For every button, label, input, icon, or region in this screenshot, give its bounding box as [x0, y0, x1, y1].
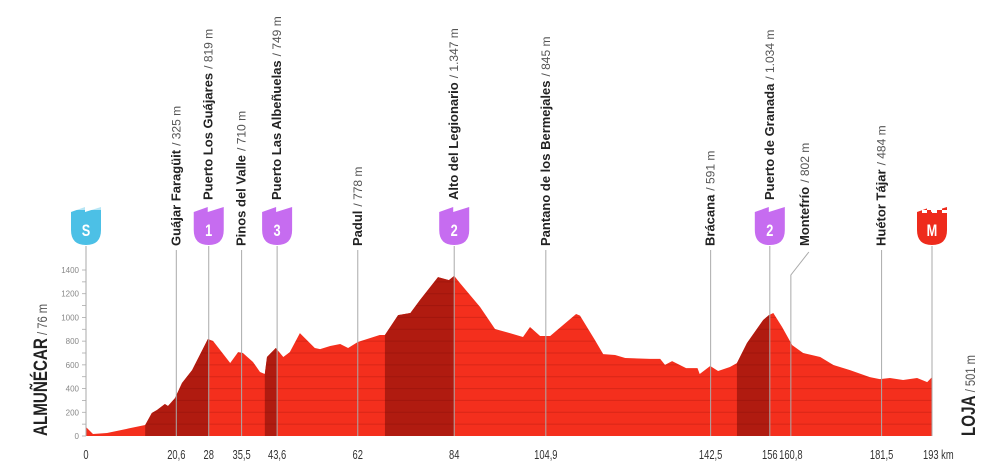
point-label: Huétor Tájar / 484 m — [874, 125, 889, 246]
climb-section — [264, 348, 278, 436]
point-name: Montefrío — [797, 187, 812, 246]
point-altitude: / 710 m — [235, 111, 249, 151]
point-name: Puerto Los Guájares — [201, 73, 216, 200]
elevation-profile-area — [86, 275, 932, 436]
x-tick-label: 84 — [449, 449, 459, 463]
x-tick-label: 62 — [353, 449, 363, 463]
x-tick-label: 0 — [83, 449, 88, 463]
climb-category-badge: 2 — [754, 207, 785, 245]
x-tick-label: 193 km — [923, 449, 954, 463]
y-tick-label: 1000 — [61, 313, 79, 322]
x-tick-label: 104,9 — [534, 449, 557, 463]
point-name: Puerto de Granada — [762, 83, 777, 200]
x-tick-label: 142,5 — [699, 449, 722, 463]
point-leader-line — [790, 251, 810, 436]
badge-label: 3 — [274, 221, 281, 240]
point-altitude: / 749 m — [270, 16, 284, 56]
checkered-flag-icon — [922, 210, 927, 213]
climb-section — [736, 314, 770, 436]
climb-category-badge: 1 — [193, 207, 224, 245]
y-tick-label: 600 — [66, 361, 80, 370]
badge-label: 2 — [766, 221, 773, 240]
point-label: Guájar Faragüit / 325 m — [168, 106, 183, 246]
point-name: Puerto Las Albeñuelas — [269, 60, 284, 200]
badge-shield — [439, 207, 470, 245]
point-label: Alto del Legionario / 1.347 m — [446, 28, 461, 200]
climb-section — [145, 339, 209, 436]
badge-shield — [754, 207, 785, 245]
y-tick-label: 1200 — [61, 290, 79, 299]
point-altitude: / 845 m — [539, 37, 553, 77]
badge-label: S — [82, 221, 90, 240]
point-altitude: / 591 m — [704, 151, 718, 191]
y-tick-label: 1400 — [61, 266, 79, 275]
badge-shield — [262, 207, 293, 245]
y-tick-label: 400 — [66, 385, 80, 394]
checkered-flag-icon — [942, 210, 947, 213]
x-tick-label: 156 — [762, 449, 778, 463]
point-altitude: / 778 m — [351, 167, 365, 207]
point-name: Pantano de los Bermejales — [538, 81, 553, 246]
start-town-name: ALMUÑÉCAR — [29, 338, 51, 436]
checkered-flag-icon — [937, 207, 942, 210]
point-name: Padul — [350, 211, 365, 246]
badge-top — [71, 207, 101, 210]
checkered-flag-icon — [932, 210, 937, 213]
finish-town-label: LOJA / 501 m — [957, 355, 979, 436]
point-label: Montefrío / 802 m — [797, 143, 812, 246]
y-tick-label: 200 — [66, 408, 80, 417]
badge-shield — [193, 207, 224, 245]
point-altitude: / 802 m — [798, 143, 812, 183]
point-altitude: / 819 m — [202, 29, 216, 69]
x-tick-label: 20,6 — [167, 449, 185, 463]
point-label: Puerto Los Guájares / 819 m — [201, 29, 216, 200]
finish-badge: M — [917, 207, 947, 245]
x-tick-label: 43,6 — [268, 449, 286, 463]
point-name: Pinos del Valle — [234, 155, 249, 246]
point-name: Brácana — [703, 194, 718, 246]
point-label: Pinos del Valle / 710 m — [234, 111, 249, 246]
point-altitude: / 1.347 m — [447, 28, 461, 78]
checkered-flag-icon — [917, 207, 922, 210]
start-town-altitude: / 76 m — [35, 304, 50, 335]
point-label: Puerto Las Albeñuelas / 749 m — [269, 16, 284, 200]
point-label: Puerto de Granada / 1.034 m — [762, 30, 777, 200]
checkered-flag-icon — [927, 207, 932, 210]
climb-category-badge: 3 — [262, 207, 293, 245]
point-label: Pantano de los Bermejales / 845 m — [538, 37, 553, 246]
badge-label: 1 — [205, 221, 212, 240]
x-tick-label: 28 — [204, 449, 214, 463]
badge-shield — [71, 207, 101, 245]
point-name: Alto del Legionario — [446, 82, 461, 200]
finish-town-altitude: / 501 m — [963, 355, 978, 392]
start-badge: S — [71, 207, 101, 245]
point-name: Huétor Tájar — [874, 169, 889, 246]
point-label: Padul / 778 m — [350, 167, 365, 246]
y-tick-label: 800 — [66, 337, 80, 346]
point-altitude: / 325 m — [169, 106, 183, 146]
climb-category-badge: 2 — [439, 207, 470, 245]
point-altitude: / 1.034 m — [763, 30, 777, 80]
point-label: Brácana / 591 m — [703, 151, 718, 246]
start-town-label: ALMUÑÉCAR / 76 m — [29, 304, 51, 436]
y-tick-label: 0 — [75, 432, 80, 441]
badge-label: 2 — [451, 221, 458, 240]
x-tick-label: 35,5 — [233, 449, 251, 463]
climb-section — [384, 275, 455, 436]
finish-town-name: LOJA — [957, 395, 979, 436]
x-tick-label: 181,5 — [870, 449, 893, 463]
x-tick-label: 160,8 — [779, 449, 802, 463]
point-name: Guájar Faragüit — [168, 149, 183, 246]
badge-label: M — [927, 221, 938, 240]
badge-shield — [917, 207, 947, 245]
point-altitude: / 484 m — [875, 125, 889, 165]
